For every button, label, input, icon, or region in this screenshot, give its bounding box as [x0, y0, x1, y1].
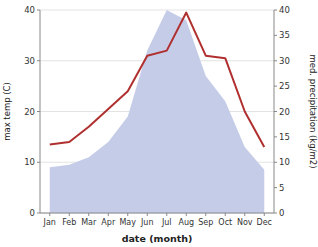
x-tick-label: Feb: [62, 218, 76, 227]
x-tick-label: Mar: [81, 218, 97, 227]
y2-tick: [274, 213, 277, 214]
y2-tick: [274, 35, 277, 36]
y2-tick: [274, 187, 277, 188]
y-tick-label: 0: [30, 208, 35, 218]
y2-tick-label: 20: [279, 107, 290, 117]
x-tick-label: Nov: [237, 218, 253, 227]
grid-line: [40, 213, 274, 214]
y2-tick-label: 35: [279, 30, 290, 40]
y2-tick: [274, 86, 277, 87]
y2-axis-label: med. precipitation (kg/m2): [308, 54, 318, 168]
y-tick-label: 20: [24, 107, 35, 117]
x-tick-label: Apr: [101, 218, 116, 227]
x-tick: [108, 213, 109, 216]
x-tick: [127, 213, 128, 216]
y-tick: [37, 111, 40, 112]
y2-tick: [274, 10, 277, 11]
x-tick: [225, 213, 226, 216]
x-tick: [166, 213, 167, 216]
x-tick-label: Aug: [178, 218, 194, 227]
x-tick-label: Sep: [198, 218, 213, 227]
x-tick: [205, 213, 206, 216]
y2-tick-label: 15: [279, 132, 290, 142]
y2-tick: [274, 111, 277, 112]
x-tick: [264, 213, 265, 216]
y2-tick-label: 0: [279, 208, 284, 218]
y2-tick-label: 5: [279, 183, 284, 193]
x-tick-label: Oct: [218, 218, 232, 227]
y-tick: [37, 10, 40, 11]
x-tick: [49, 213, 50, 216]
precipitation-area: [50, 10, 265, 213]
temperature-line: [50, 13, 265, 147]
chart: 0 10 20 30 40 0 5 10 15 20 25 30 35 40 Jan Feb Mar AprMay…: [0, 0, 318, 247]
y-tick: [37, 60, 40, 61]
x-tick: [186, 213, 187, 216]
y-axis-label: max temp (C): [2, 82, 12, 141]
x-tick-label: Jul: [161, 218, 172, 227]
y-tick: [37, 162, 40, 163]
y-tick-label: 40: [24, 5, 35, 15]
y-tick-label: 30: [24, 56, 35, 66]
y2-tick-label: 30: [279, 56, 290, 66]
plot-area: [50, 10, 265, 213]
y2-tick: [274, 136, 277, 137]
y2-tick: [274, 162, 277, 163]
x-axis-line: [40, 213, 274, 214]
y2-tick: [274, 60, 277, 61]
y-tick-label: 10: [24, 157, 35, 167]
x-tick-label: Dec: [257, 218, 272, 227]
x-axis-label: date (month): [122, 233, 193, 244]
x-tick-label: Jan: [43, 218, 56, 227]
y2-tick-label: 10: [279, 157, 290, 167]
grid-line: [40, 10, 274, 11]
x-tick: [147, 213, 148, 216]
y2-tick-label: 40: [279, 5, 290, 15]
x-tick: [88, 213, 89, 216]
y2-tick-label: 25: [279, 81, 290, 91]
x-tick-label: Jun: [140, 218, 154, 227]
y-tick: [37, 213, 40, 214]
x-tick: [69, 213, 70, 216]
x-tick: [244, 213, 245, 216]
x-tick-label: May: [119, 218, 136, 227]
